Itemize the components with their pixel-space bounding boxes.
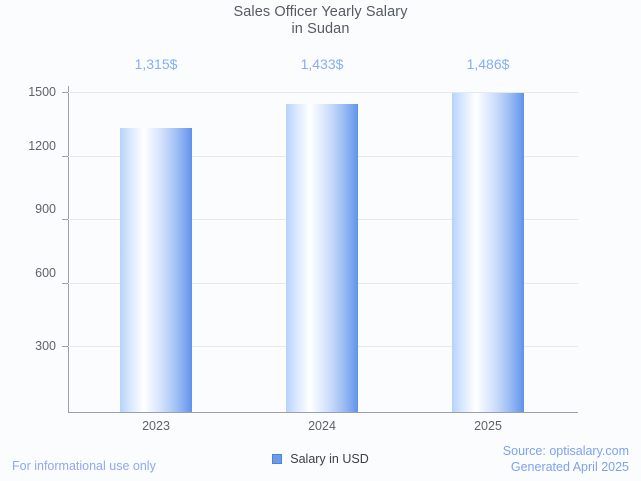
- y-axis-tick-mark-300: [62, 346, 68, 347]
- data-label-2024: 1,433$: [300, 56, 344, 72]
- data-label-2025: 1,486$: [466, 56, 510, 72]
- chart-title: Sales Officer Yearly Salary in Sudan: [0, 4, 641, 38]
- disclaimer-text: For informational use only: [12, 459, 156, 473]
- source-line-2: Generated April 2025: [510, 459, 629, 474]
- source-line-1: Source: optisalary.com: [502, 444, 629, 458]
- chart-legend: Salary in USD: [0, 452, 641, 467]
- y-axis-line: [68, 86, 69, 413]
- bar-2023[interactable]: [120, 128, 192, 412]
- y-axis-tick-mark-1200: [62, 156, 68, 157]
- y-axis-tick-label-600: 600: [35, 266, 56, 280]
- bar-2025[interactable]: [452, 93, 524, 412]
- legend-item-label: Salary in USD: [290, 452, 369, 466]
- legend-item-salary-in-usd[interactable]: Salary in USD: [272, 452, 369, 466]
- chart-title-line2: in Sudan: [291, 21, 350, 37]
- plot-area: [68, 92, 578, 412]
- gridline-1500: [68, 92, 578, 93]
- source-attribution: Source: optisalary.com Generated April 2…: [503, 444, 629, 475]
- y-axis-tick-label-900: 900: [35, 202, 56, 216]
- y-axis-tick-mark-600: [62, 283, 68, 284]
- bar-2024[interactable]: [286, 104, 358, 412]
- x-axis-line: [68, 412, 578, 413]
- y-axis-tick-mark-900: [62, 219, 68, 220]
- data-label-2023: 1,315$: [134, 56, 178, 72]
- y-axis-tick-label-1500: 1500: [28, 85, 56, 99]
- x-axis-label-2023: 2023: [142, 419, 170, 433]
- legend-swatch-icon: [272, 454, 283, 464]
- x-axis-label-2025: 2025: [474, 419, 502, 433]
- chart-title-line1: Sales Officer Yearly Salary: [233, 4, 408, 20]
- y-axis-tick-label-1200: 1200: [28, 139, 56, 153]
- y-axis-tick-mark-1500: [62, 92, 68, 93]
- y-axis-tick-label-300: 300: [35, 339, 56, 353]
- x-axis-label-2024: 2024: [308, 419, 336, 433]
